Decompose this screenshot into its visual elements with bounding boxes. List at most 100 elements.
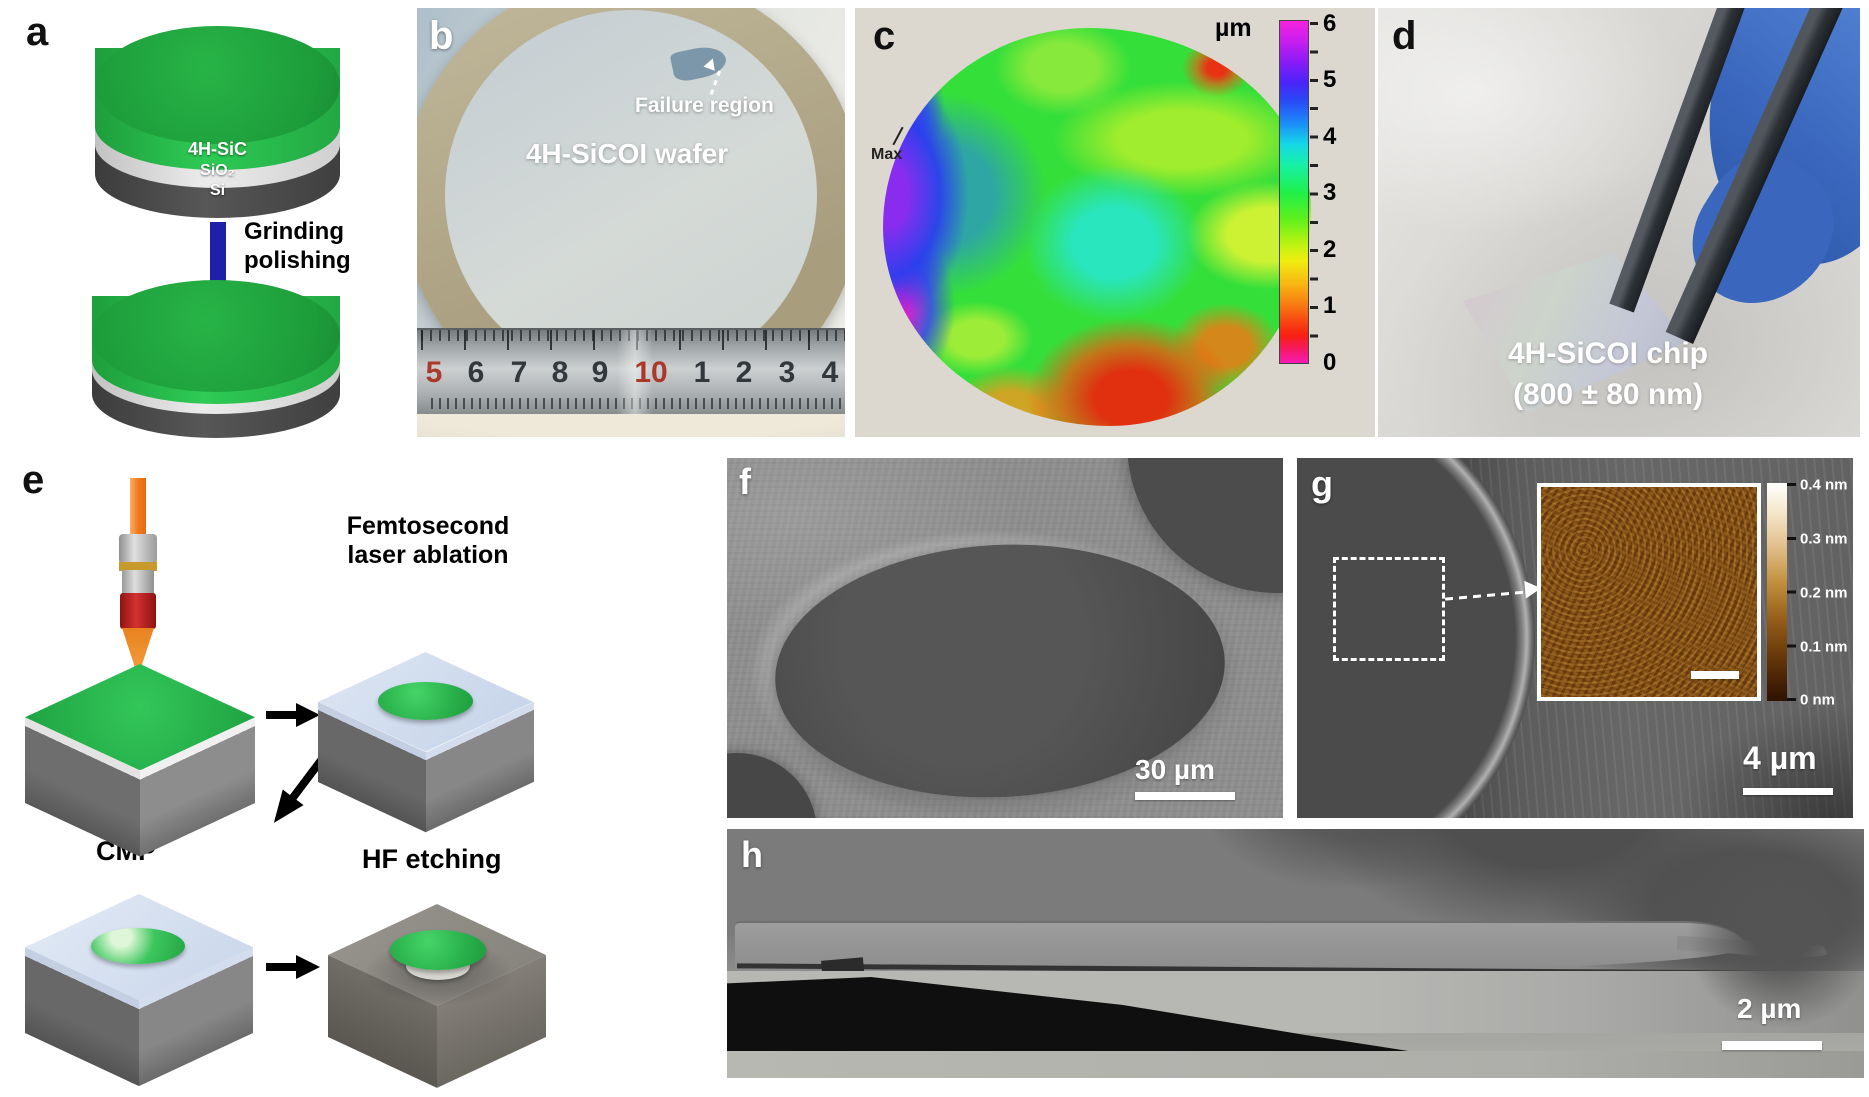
roi-dashed-box (1333, 557, 1445, 661)
colorbar-tick: 3 (1323, 179, 1337, 206)
panel-label-c: c (873, 14, 896, 58)
grinding-line: Grinding (244, 218, 344, 245)
sem-disk-bottomleft (727, 753, 817, 818)
block2-microdisk (378, 682, 473, 720)
laser-gold-ring (119, 562, 157, 571)
ruler-numbers: 5 6 7 8 9 10 1 2 3 4 (417, 356, 845, 390)
grinding-polishing-label: Grinding polishing (244, 218, 351, 276)
chip-caption-line2: (800 ± 80 nm) (1513, 377, 1703, 411)
panel-label-g: g (1311, 463, 1333, 504)
panel-g-sem-afm: g 0.4 nm 0.3 nm 0.2 nm 0.1 nm 0 nm 4 µm (1297, 458, 1853, 818)
layer-label-sic: 4H-SiC (187, 139, 247, 159)
layer-label-si: Si (209, 182, 226, 199)
wafer-top-face (95, 26, 340, 144)
afm-tick: 0.4 nm (1800, 476, 1848, 494)
block4-suspended-disk (390, 930, 486, 970)
afm-tick: 0.1 nm (1800, 638, 1848, 656)
panel-label-e: e (22, 458, 45, 502)
panel-label-h: h (741, 834, 763, 875)
wafer-top-face-2 (92, 280, 340, 392)
panel-f-sem-microdisk: f 30 µm (727, 458, 1283, 818)
ruler-ticks-bottom-minor (431, 398, 845, 409)
block-after-ablation (318, 652, 533, 833)
ruler-number: 6 (467, 356, 485, 389)
laser-beam-top (130, 478, 146, 536)
colorbar-tick: 1 (1323, 292, 1337, 319)
afm-inset-scale-bar (1691, 671, 1739, 679)
ruler-number: 2 (735, 356, 753, 389)
femtosecond-label: Femtosecond laser ablation (328, 512, 528, 570)
panel-d-chip-photo: d 4H-SiCOI chip (800 ± 80 nm) (1378, 8, 1860, 437)
thickness-colorbar (1279, 20, 1309, 364)
colorbar-tick: 4 (1323, 123, 1337, 150)
panel-label-f: f (739, 461, 751, 502)
ruler-number: 4 (821, 356, 839, 389)
scale-bar-label-f: 30 µm (1135, 754, 1215, 785)
afm-inset (1537, 483, 1761, 701)
layer-label-sio2: SiO₂ (200, 162, 235, 179)
wafer-surface (445, 10, 817, 380)
step-arrow-1 (266, 703, 320, 727)
scale-bar-f (1135, 792, 1235, 800)
panel-h-cross-section: h 2 µm (727, 829, 1864, 1078)
wafer-edge-below-ruler (417, 414, 845, 437)
block-sic-substrate (25, 664, 255, 857)
scale-bar-label-h: 2 µm (1737, 993, 1802, 1024)
right-dark-swirl (1687, 839, 1864, 1029)
block-cmp (25, 894, 253, 1086)
map-max-label: Max (871, 146, 903, 163)
scale-bar-label-g: 4 µm (1743, 740, 1817, 776)
ruler-number: 10 (634, 356, 668, 389)
ruler-shine (617, 330, 653, 416)
femtosecond-line1: Femtosecond (346, 512, 510, 540)
chip-caption-line1: 4H-SiCOI chip (1507, 337, 1709, 370)
ruler-number: 1 (693, 356, 711, 389)
scale-bar-h (1722, 1041, 1822, 1050)
scale-bar-g (1743, 788, 1833, 795)
thick-wafer-illustration: 4H-SiC SiO₂ Si (95, 26, 340, 221)
afm-tick: 0 nm (1800, 691, 1836, 709)
panel-e-process-schematic: e Femtosecond laser ablation (10, 456, 720, 1097)
colorbar-tick-marks (1310, 22, 1318, 362)
ruler-number: 3 (778, 356, 796, 389)
substrate-bottom-strip (727, 1051, 1864, 1078)
colorbar-tick-labels: 6 5 4 3 2 1 0 (1323, 8, 1363, 437)
ruler: 5 6 7 8 9 10 1 2 3 4 (417, 328, 845, 416)
wafer-title: 4H-SiCOI wafer (525, 138, 729, 169)
step-arrow-2 (266, 955, 320, 979)
panel-a-schematic: a 4H-SiC SiO₂ Si Grinding polishing (10, 8, 355, 443)
ruler-number: 7 (510, 356, 528, 389)
ruler-ticks-top-major (421, 330, 845, 350)
block-hf-etched (328, 904, 546, 1088)
laser-housing-lower (122, 570, 154, 594)
panel-label-a: a (26, 10, 49, 54)
panel-label-d: d (1392, 14, 1417, 58)
panel-c-thickness-map: c Max µm 6 5 4 3 2 1 0 (855, 8, 1375, 437)
afm-colorbar-labels: 0.4 nm 0.3 nm 0.2 nm 0.1 nm 0 nm (1800, 458, 1852, 818)
chip-caption: 4H-SiCOI chip (800 ± 80 nm) (1418, 334, 1798, 415)
ruler-number: 8 (551, 356, 569, 389)
ruler-number: 9 (591, 356, 609, 389)
colorbar-tick: 5 (1323, 66, 1337, 93)
colorbar-tick: 2 (1323, 236, 1337, 263)
ruler-number: 5 (425, 356, 443, 389)
colorbar-tick: 0 (1323, 349, 1337, 376)
polishing-line: polishing (244, 246, 351, 274)
afm-tick: 0.3 nm (1800, 530, 1848, 548)
panel-b-wafer-photo: Failure region 4H-SiCOI wafer b 5 6 7 8 … (417, 8, 845, 437)
laser-red-band (120, 593, 156, 629)
afm-colorbar-ticks (1787, 483, 1796, 702)
hf-etching-label: HF etching (362, 844, 502, 874)
laser-housing-upper (119, 534, 157, 564)
thinned-wafer-illustration (92, 280, 340, 442)
sem-disk-rim (1297, 458, 1535, 818)
block3-polished-disk (91, 928, 185, 964)
colorbar-tick: 6 (1323, 10, 1337, 37)
failure-region-label: Failure region (635, 94, 774, 117)
grinding-arrow-shaft (210, 222, 226, 292)
panel-label-b: b (429, 14, 454, 58)
afm-tick: 0.2 nm (1800, 584, 1848, 602)
thickness-map-blob (883, 28, 1311, 426)
afm-colorbar (1767, 483, 1787, 701)
